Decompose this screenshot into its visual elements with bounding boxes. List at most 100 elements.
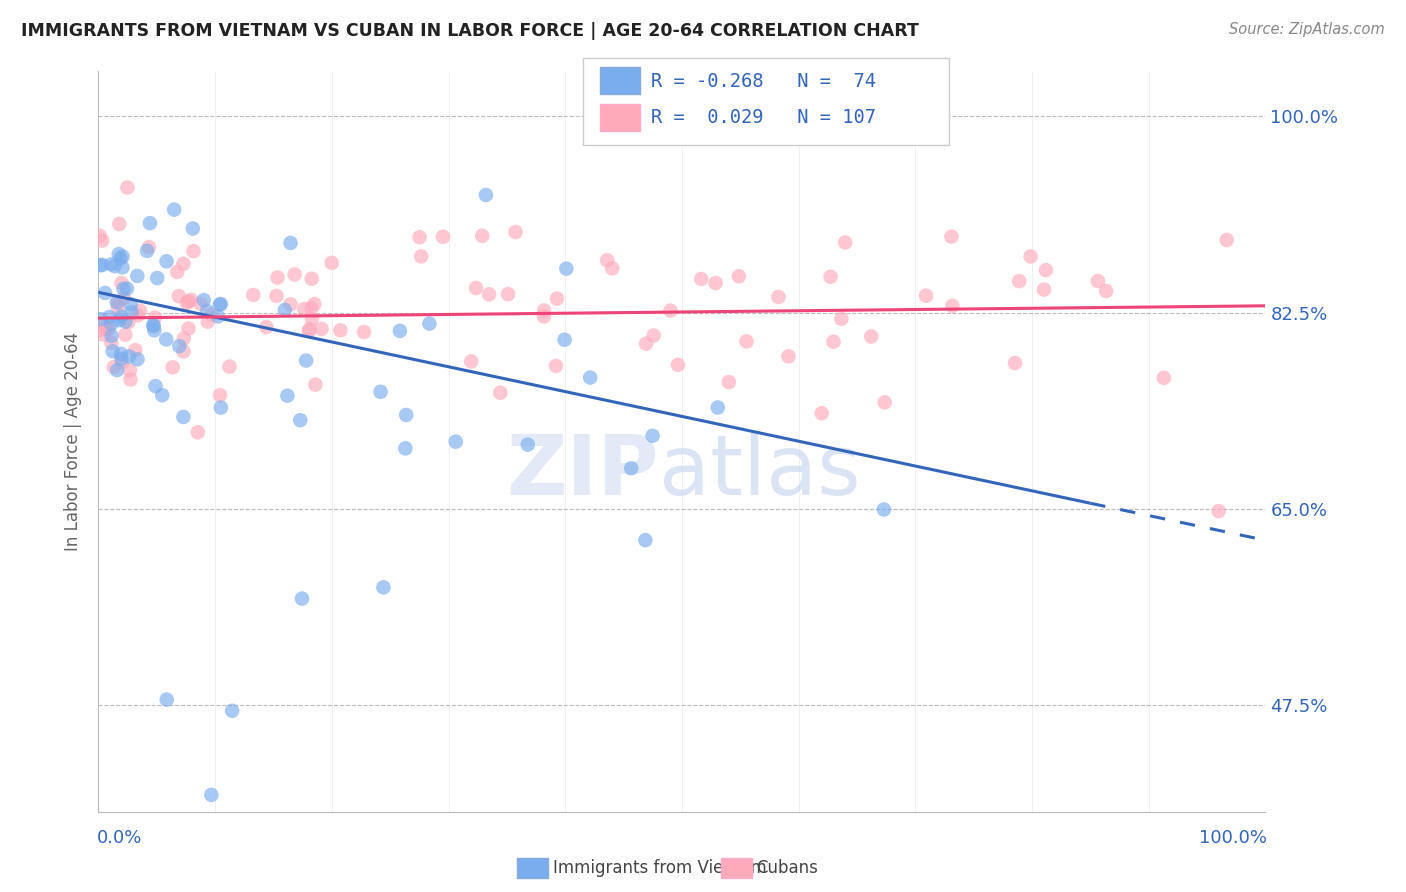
Point <box>91 234 114 248</box>
Point <box>200 308 222 322</box>
Point <box>554 333 576 347</box>
Point <box>280 297 302 311</box>
Point <box>276 389 298 403</box>
Point <box>641 429 664 443</box>
Point <box>295 353 318 368</box>
Point <box>177 294 200 309</box>
Point <box>200 788 222 802</box>
Point <box>111 355 134 369</box>
Point <box>823 334 845 349</box>
Point <box>941 299 963 313</box>
Text: R =  0.029   N = 107: R = 0.029 N = 107 <box>651 108 876 128</box>
Point <box>304 377 326 392</box>
Point <box>208 297 231 311</box>
Point <box>690 272 713 286</box>
Point <box>94 285 117 300</box>
Point <box>290 413 312 427</box>
Point <box>394 442 416 456</box>
Point <box>193 293 215 307</box>
Point <box>418 317 440 331</box>
Point <box>176 296 198 310</box>
Point <box>321 256 343 270</box>
Point <box>1004 356 1026 370</box>
Point <box>107 295 129 310</box>
Point <box>1087 274 1109 288</box>
Point <box>104 259 127 273</box>
Point <box>1035 263 1057 277</box>
Point <box>533 310 555 324</box>
Point <box>111 260 134 275</box>
Point <box>432 229 454 244</box>
Point <box>555 261 578 276</box>
Point <box>96 322 118 336</box>
Point <box>373 580 395 594</box>
Point <box>101 344 124 359</box>
Point <box>112 282 135 296</box>
Point <box>115 282 138 296</box>
Point <box>120 297 142 311</box>
Point <box>100 335 122 350</box>
Point <box>311 322 333 336</box>
Point <box>97 322 120 336</box>
Point <box>1208 504 1230 518</box>
Point <box>110 310 132 324</box>
Point <box>118 350 141 364</box>
Text: Cubans: Cubans <box>756 859 818 877</box>
Point <box>478 287 501 301</box>
Point <box>860 329 883 343</box>
Point <box>136 244 159 258</box>
Point <box>110 276 132 290</box>
Point <box>634 336 657 351</box>
Point <box>127 268 149 283</box>
Point <box>388 324 411 338</box>
Point <box>444 434 467 449</box>
Point <box>187 425 209 440</box>
Point <box>177 321 200 335</box>
Point <box>298 322 321 336</box>
Point <box>91 317 114 331</box>
Point <box>707 401 730 415</box>
Point <box>146 271 169 285</box>
Point <box>117 315 139 329</box>
Point <box>209 297 232 311</box>
Point <box>90 312 112 326</box>
Text: Immigrants from Vietnam: Immigrants from Vietnam <box>553 859 766 877</box>
Point <box>254 320 277 334</box>
Point <box>329 323 352 337</box>
Point <box>181 221 204 235</box>
Point <box>834 235 856 250</box>
Point <box>110 351 132 366</box>
Point <box>411 249 433 263</box>
Point <box>112 291 135 305</box>
Point <box>105 363 128 377</box>
Point <box>704 276 727 290</box>
Point <box>166 265 188 279</box>
Point <box>107 301 129 315</box>
Point <box>596 253 619 268</box>
Point <box>284 268 307 282</box>
Point <box>98 310 121 324</box>
Point <box>142 318 165 332</box>
Point <box>242 288 264 302</box>
Point <box>768 290 790 304</box>
Point <box>127 309 149 323</box>
Point <box>108 217 131 231</box>
Text: Source: ZipAtlas.com: Source: ZipAtlas.com <box>1229 22 1385 37</box>
Point <box>600 261 623 276</box>
Point <box>100 317 122 331</box>
Point <box>89 228 111 243</box>
Point <box>1095 284 1118 298</box>
Point <box>155 254 177 268</box>
Point <box>291 591 314 606</box>
Point <box>163 202 186 217</box>
Point <box>103 360 125 375</box>
Point <box>353 325 375 339</box>
Point <box>117 180 139 194</box>
Point <box>89 323 111 337</box>
Point <box>643 328 665 343</box>
Point <box>301 271 323 285</box>
Point <box>301 311 323 326</box>
Point <box>91 327 114 342</box>
Text: R = -0.268   N =  74: R = -0.268 N = 74 <box>651 71 876 91</box>
Point <box>124 343 146 358</box>
